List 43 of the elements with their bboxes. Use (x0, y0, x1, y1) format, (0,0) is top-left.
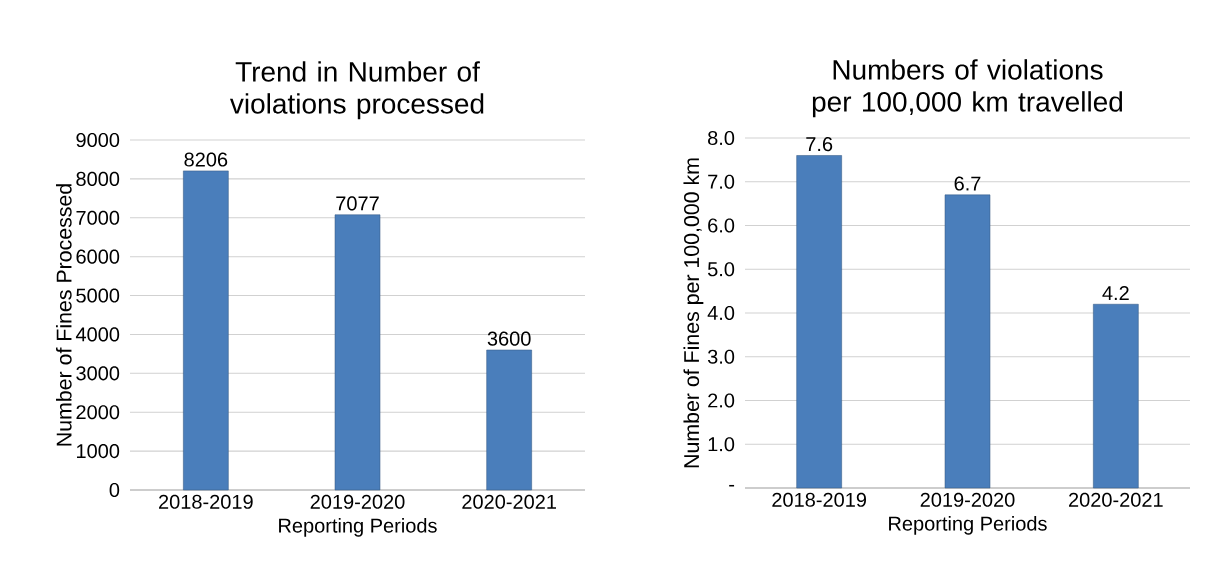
x-tick-label: 2018-2019 (159, 494, 253, 509)
data-label: 8206 (184, 152, 228, 167)
bar (486, 349, 532, 491)
x-tick-label: 2020-2021 (1069, 492, 1163, 507)
y-tick-label: 3.0 (707, 349, 735, 364)
y-tick-label: 6000 (76, 249, 120, 264)
y-axis-title: Number of Fines Processed (55, 184, 72, 446)
x-tick-label: 2019-2020 (310, 494, 405, 509)
y-tick-label: 1.0 (708, 437, 735, 452)
y-tick-label: 8.0 (708, 130, 735, 146)
y-tick-label: 6.0 (708, 218, 735, 233)
bar (1093, 303, 1139, 489)
data-label: 3600 (487, 331, 531, 346)
y-tick-label: 9000 (76, 132, 120, 148)
x-axis-title: Reporting Periods (889, 516, 1047, 535)
data-label: 4.2 (1102, 286, 1129, 300)
bar (796, 155, 842, 489)
chart-title: Trend in Number of violations processed (229, 61, 484, 120)
bar (944, 194, 991, 489)
bar (334, 214, 381, 491)
chart-title: Numbers of violations per 100,000 km travelled (812, 59, 1123, 118)
bar (183, 170, 229, 491)
x-tick-label: 2019-2020 (920, 492, 1015, 507)
x-tick-label: 2020-2021 (462, 494, 556, 509)
y-tick-label: 4000 (75, 327, 120, 342)
y-tick-label: 1000 (77, 444, 120, 459)
data-label: 7.6 (806, 137, 833, 152)
y-tick-label: 0 (109, 482, 120, 498)
y-tick-label: 2000 (76, 405, 120, 420)
y-tick-label: - (729, 484, 735, 487)
y-tick-label: 2.0 (708, 393, 735, 408)
y-tick-label: 4.0 (707, 305, 735, 321)
data-label: 6.7 (954, 176, 981, 191)
x-tick-label: 2018-2019 (772, 492, 867, 507)
y-tick-label: 7.0 (708, 174, 735, 189)
y-tick-label: 8000 (76, 171, 120, 186)
x-axis-title: Reporting Periods (279, 518, 437, 537)
y-tick-label: 7000 (76, 210, 120, 225)
y-axis-title: Number of Fines per 100,000 km (683, 158, 704, 468)
data-label: 7077 (336, 196, 379, 211)
y-tick-label: 5.0 (707, 262, 735, 277)
y-tick-label: 5000 (76, 288, 120, 303)
y-tick-label: 3000 (76, 366, 120, 381)
